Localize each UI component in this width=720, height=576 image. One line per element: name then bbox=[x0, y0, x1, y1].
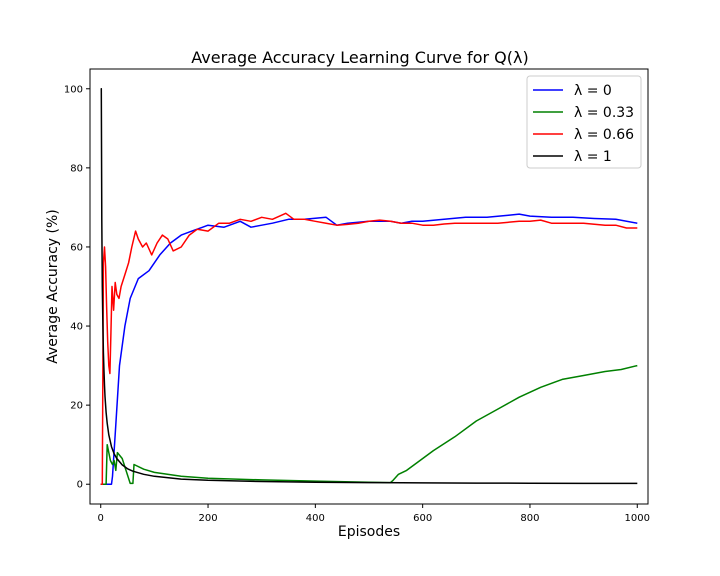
series-line-3 bbox=[100, 88, 638, 485]
x-axis-label: Episodes bbox=[338, 524, 400, 540]
legend-items: λ = 0 λ = 0.33 λ = 0.66 λ = 1 bbox=[533, 83, 634, 165]
series-layer bbox=[100, 88, 638, 485]
x-tick-label: 200 bbox=[198, 513, 217, 524]
legend-label-2: λ = 0.66 bbox=[574, 127, 634, 143]
series-line-2 bbox=[100, 212, 638, 485]
y-tick-label: 60 bbox=[70, 242, 83, 253]
legend: λ = 0 λ = 0.33 λ = 0.66 λ = 1 bbox=[526, 75, 642, 169]
series-line-1 bbox=[100, 364, 638, 485]
x-tick-label: 0 bbox=[98, 513, 104, 524]
y-tick-label: 0 bbox=[77, 480, 83, 491]
y-axis-label: Average Accuracy (%) bbox=[45, 209, 61, 364]
x-tick-label: 400 bbox=[306, 513, 325, 524]
legend-box bbox=[526, 75, 642, 169]
x-tick-label: 600 bbox=[413, 513, 432, 524]
axes-frame bbox=[89, 68, 649, 505]
chart-title: Average Accuracy Learning Curve for Q(λ) bbox=[191, 48, 528, 67]
legend-label-0: λ = 0 bbox=[574, 83, 612, 99]
x-tick-label: 800 bbox=[520, 513, 539, 524]
plot-area: 0 200 400 600 800 1000 0 20 40 60 80 100 bbox=[64, 68, 650, 524]
legend-label-3: λ = 1 bbox=[574, 149, 612, 165]
x-axis-ticks: 0 200 400 600 800 1000 bbox=[98, 504, 650, 524]
y-axis-ticks: 0 20 40 60 80 100 bbox=[64, 84, 90, 491]
legend-label-1: λ = 0.33 bbox=[574, 105, 634, 121]
x-tick-label: 1000 bbox=[625, 513, 650, 524]
y-tick-label: 80 bbox=[70, 163, 83, 174]
y-tick-label: 100 bbox=[64, 84, 83, 95]
y-tick-label: 20 bbox=[70, 401, 83, 412]
series-line-0 bbox=[100, 213, 638, 485]
y-tick-label: 40 bbox=[70, 322, 83, 333]
